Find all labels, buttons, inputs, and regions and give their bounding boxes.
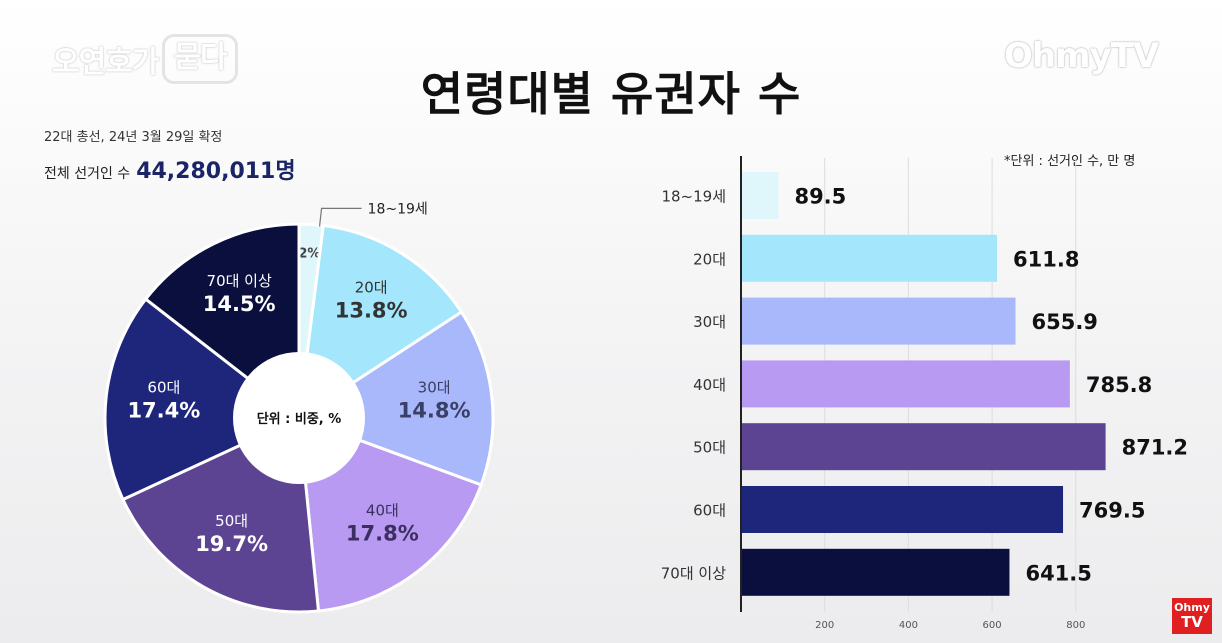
ohmytv-badge: Ohmy TV xyxy=(1172,598,1212,634)
pie-slice-2 xyxy=(295,309,495,487)
bar-value-label-5: 769.5 xyxy=(1079,499,1145,523)
bar-category-label-3: 40대 xyxy=(693,376,726,394)
election-date-note: 22대 총선, 24년 3월 29일 확정 xyxy=(44,130,223,145)
pie-value-label-5: 17.4% xyxy=(127,399,200,423)
pie-category-label-6: 70대 이상 xyxy=(207,272,272,290)
pie-category-label-1: 20대 xyxy=(355,279,388,297)
bar-category-label-1: 20대 xyxy=(693,250,726,268)
bar-2 xyxy=(741,297,1016,345)
bar-x-tick-label-2: 600 xyxy=(983,620,1002,631)
program-logo-box: 묻다 xyxy=(162,34,238,84)
bar-category-label-4: 50대 xyxy=(693,439,726,457)
bar-value-label-4: 871.2 xyxy=(1122,436,1188,460)
bar-value-label-6: 641.5 xyxy=(1025,561,1091,585)
bar-0 xyxy=(741,172,779,219)
bar-1 xyxy=(741,234,998,282)
pie-slice-5 xyxy=(103,296,302,502)
bar-3 xyxy=(741,360,1070,408)
pie-category-label-0: 18~19세 xyxy=(368,201,428,217)
pie-value-label-1: 13.8% xyxy=(335,299,408,323)
bar-category-label-6: 70대 이상 xyxy=(661,564,726,582)
bar-value-label-2: 655.9 xyxy=(1031,310,1097,334)
pie-value-label-2: 14.8% xyxy=(398,399,471,423)
bar-x-tick-label-0: 200 xyxy=(815,620,834,631)
bar-category-label-2: 30대 xyxy=(693,313,726,331)
pie-value-label-4: 19.7% xyxy=(195,532,268,556)
donut-center-label: 단위 : 비중, % xyxy=(257,411,342,427)
total-voters-value: 44,280,011명 xyxy=(136,159,296,184)
bar-6 xyxy=(741,548,1010,596)
bar-value-label-0: 89.5 xyxy=(794,185,846,209)
program-logo-text: 오연호가 xyxy=(52,45,159,80)
bar-x-tick-label-1: 400 xyxy=(899,620,918,631)
ohmytv-watermark: OhmyTV xyxy=(1004,36,1159,76)
pie-category-label-4: 50대 xyxy=(215,512,248,530)
bar-value-label-1: 611.8 xyxy=(1013,247,1079,271)
total-voters: 전체 선거인 수 44,280,011명 xyxy=(44,153,296,185)
page-title: 연령대별 유권자 수 xyxy=(420,67,802,121)
pie-category-label-5: 60대 xyxy=(147,379,180,397)
pie-leader-line-0 xyxy=(318,207,362,227)
badge-line1: Ohmy xyxy=(1174,601,1210,614)
bar-unit-note: *단위 : 선거인 수, 만 명 xyxy=(1004,154,1136,169)
bar-category-label-0: 18~19세 xyxy=(661,188,726,206)
badge-line2: TV xyxy=(1181,613,1203,631)
pie-slice-3 xyxy=(297,415,484,613)
bar-4 xyxy=(741,423,1106,471)
pie-value-label-0: 2% xyxy=(298,246,320,261)
pie-category-label-2: 30대 xyxy=(418,379,451,397)
pie-category-label-3: 40대 xyxy=(366,501,399,519)
pie-value-label-6: 14.5% xyxy=(203,292,276,316)
bar-5 xyxy=(741,486,1064,533)
program-logo: 오연호가 묻다 xyxy=(52,34,238,84)
bar-category-label-5: 60대 xyxy=(693,502,726,520)
donut-hole xyxy=(233,352,365,484)
bar-value-label-3: 785.8 xyxy=(1086,373,1152,397)
pie-value-label-3: 17.8% xyxy=(346,521,419,545)
bar-x-tick-label-3: 800 xyxy=(1066,620,1085,631)
donut-chart: 2% 18~19세 20대 13.8% 30대 14.8% 40대 17.8% 50대 19.7%… xyxy=(103,201,495,614)
total-voters-label: 전체 선거인 수 xyxy=(44,166,131,182)
